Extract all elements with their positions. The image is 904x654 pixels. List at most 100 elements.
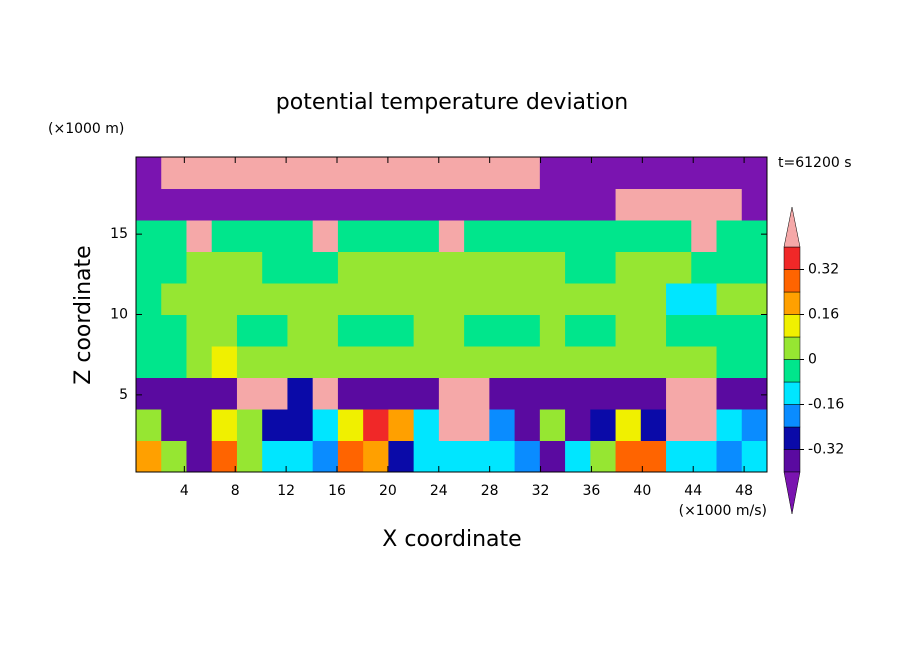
- field-cell: [312, 251, 339, 284]
- field-cell: [615, 314, 642, 347]
- field-cell: [363, 409, 389, 441]
- field-cell: [514, 377, 541, 410]
- colorbar-band: [783, 269, 801, 293]
- field-cell: [741, 220, 768, 252]
- field-cell: [413, 409, 440, 441]
- field-cell: [666, 377, 692, 410]
- field-cell: [716, 440, 743, 473]
- field-cell: [716, 409, 743, 441]
- y-axis-label: Z coordinate: [71, 245, 96, 384]
- field-cell: [337, 188, 364, 221]
- field-cell: [464, 314, 490, 347]
- field-cell: [236, 188, 263, 221]
- field-cell: [337, 283, 364, 315]
- field-cell: [640, 220, 667, 252]
- field-cell: [741, 283, 768, 315]
- field-cell: [186, 251, 213, 284]
- field-cell: [716, 220, 743, 252]
- colorbar-extend-bottom: [783, 471, 801, 515]
- field-cell: [615, 377, 642, 410]
- colorbar-band: [783, 246, 801, 270]
- field-cell: [514, 157, 541, 189]
- field-cell: [161, 440, 187, 473]
- field-cell: [666, 283, 692, 315]
- colorbar-band: [783, 404, 801, 428]
- field-cell: [363, 377, 389, 410]
- field-cell: [640, 346, 667, 378]
- field-cell: [489, 377, 516, 410]
- field-cell: [363, 157, 389, 189]
- field-cell: [211, 377, 238, 410]
- field-cell: [565, 314, 591, 347]
- x-tick-label: 4: [180, 483, 189, 499]
- field-cell: [262, 314, 288, 347]
- field-cell: [464, 251, 490, 284]
- field-cell: [640, 157, 667, 189]
- field-cell: [236, 157, 263, 189]
- field-cell: [539, 188, 566, 221]
- field-cell: [337, 409, 364, 441]
- field-cell: [539, 314, 566, 347]
- field-cell: [236, 314, 263, 347]
- field-cell: [186, 314, 213, 347]
- field-cell: [741, 157, 768, 189]
- field-cell: [287, 409, 314, 441]
- field-cell: [363, 188, 389, 221]
- field-cell: [136, 283, 162, 315]
- field-cell: [388, 346, 415, 378]
- field-cell: [716, 157, 743, 189]
- field-cell: [312, 346, 339, 378]
- field-cell: [691, 409, 718, 441]
- field-cell: [388, 440, 415, 473]
- field-cell: [363, 251, 389, 284]
- field-cell: [211, 346, 238, 378]
- x-axis-label: X coordinate: [382, 527, 521, 552]
- field-cell: [287, 283, 314, 315]
- y-tick-label: 15: [110, 226, 128, 242]
- field-cell: [666, 346, 692, 378]
- field-cell: [666, 188, 692, 221]
- field-cell: [741, 346, 768, 378]
- field-cell: [161, 377, 187, 410]
- colorbar-tick-label: 0.32: [808, 262, 839, 278]
- field-cell: [640, 251, 667, 284]
- field-cell: [565, 157, 591, 189]
- field-cell: [565, 188, 591, 221]
- field-cell: [236, 346, 263, 378]
- time-label: t=61200 s: [778, 155, 852, 171]
- field-cell: [413, 251, 440, 284]
- field-cell: [514, 251, 541, 284]
- colorbar-band: [783, 359, 801, 383]
- field-cell: [666, 409, 692, 441]
- field-cell: [640, 440, 667, 473]
- field-cell: [161, 283, 187, 315]
- field-cell: [640, 283, 667, 315]
- field-cell: [489, 251, 516, 284]
- field-cell: [615, 346, 642, 378]
- field-cell: [691, 377, 718, 410]
- x-tick-label: 44: [684, 483, 702, 499]
- field-cell: [413, 346, 440, 378]
- field-cell: [262, 188, 288, 221]
- field-cell: [236, 283, 263, 315]
- field-cell: [464, 220, 490, 252]
- x-tick-label: 24: [430, 483, 448, 499]
- field-cell: [136, 346, 162, 378]
- colorbar-extend-top: [783, 206, 801, 248]
- field-cell: [363, 440, 389, 473]
- field-cell: [186, 220, 213, 252]
- field-cell: [640, 409, 667, 441]
- field-cell: [464, 346, 490, 378]
- field-cell: [741, 377, 768, 410]
- field-cell: [388, 409, 415, 441]
- colorbar-tick-label: -0.32: [808, 442, 844, 458]
- field-cell: [464, 440, 490, 473]
- field-cell: [539, 283, 566, 315]
- field-cell: [287, 377, 314, 410]
- field-cell: [489, 188, 516, 221]
- y-tick-label: 10: [110, 307, 128, 323]
- field-cell: [565, 283, 591, 315]
- field-cell: [161, 251, 187, 284]
- field-cell: [539, 346, 566, 378]
- field-cell: [716, 377, 743, 410]
